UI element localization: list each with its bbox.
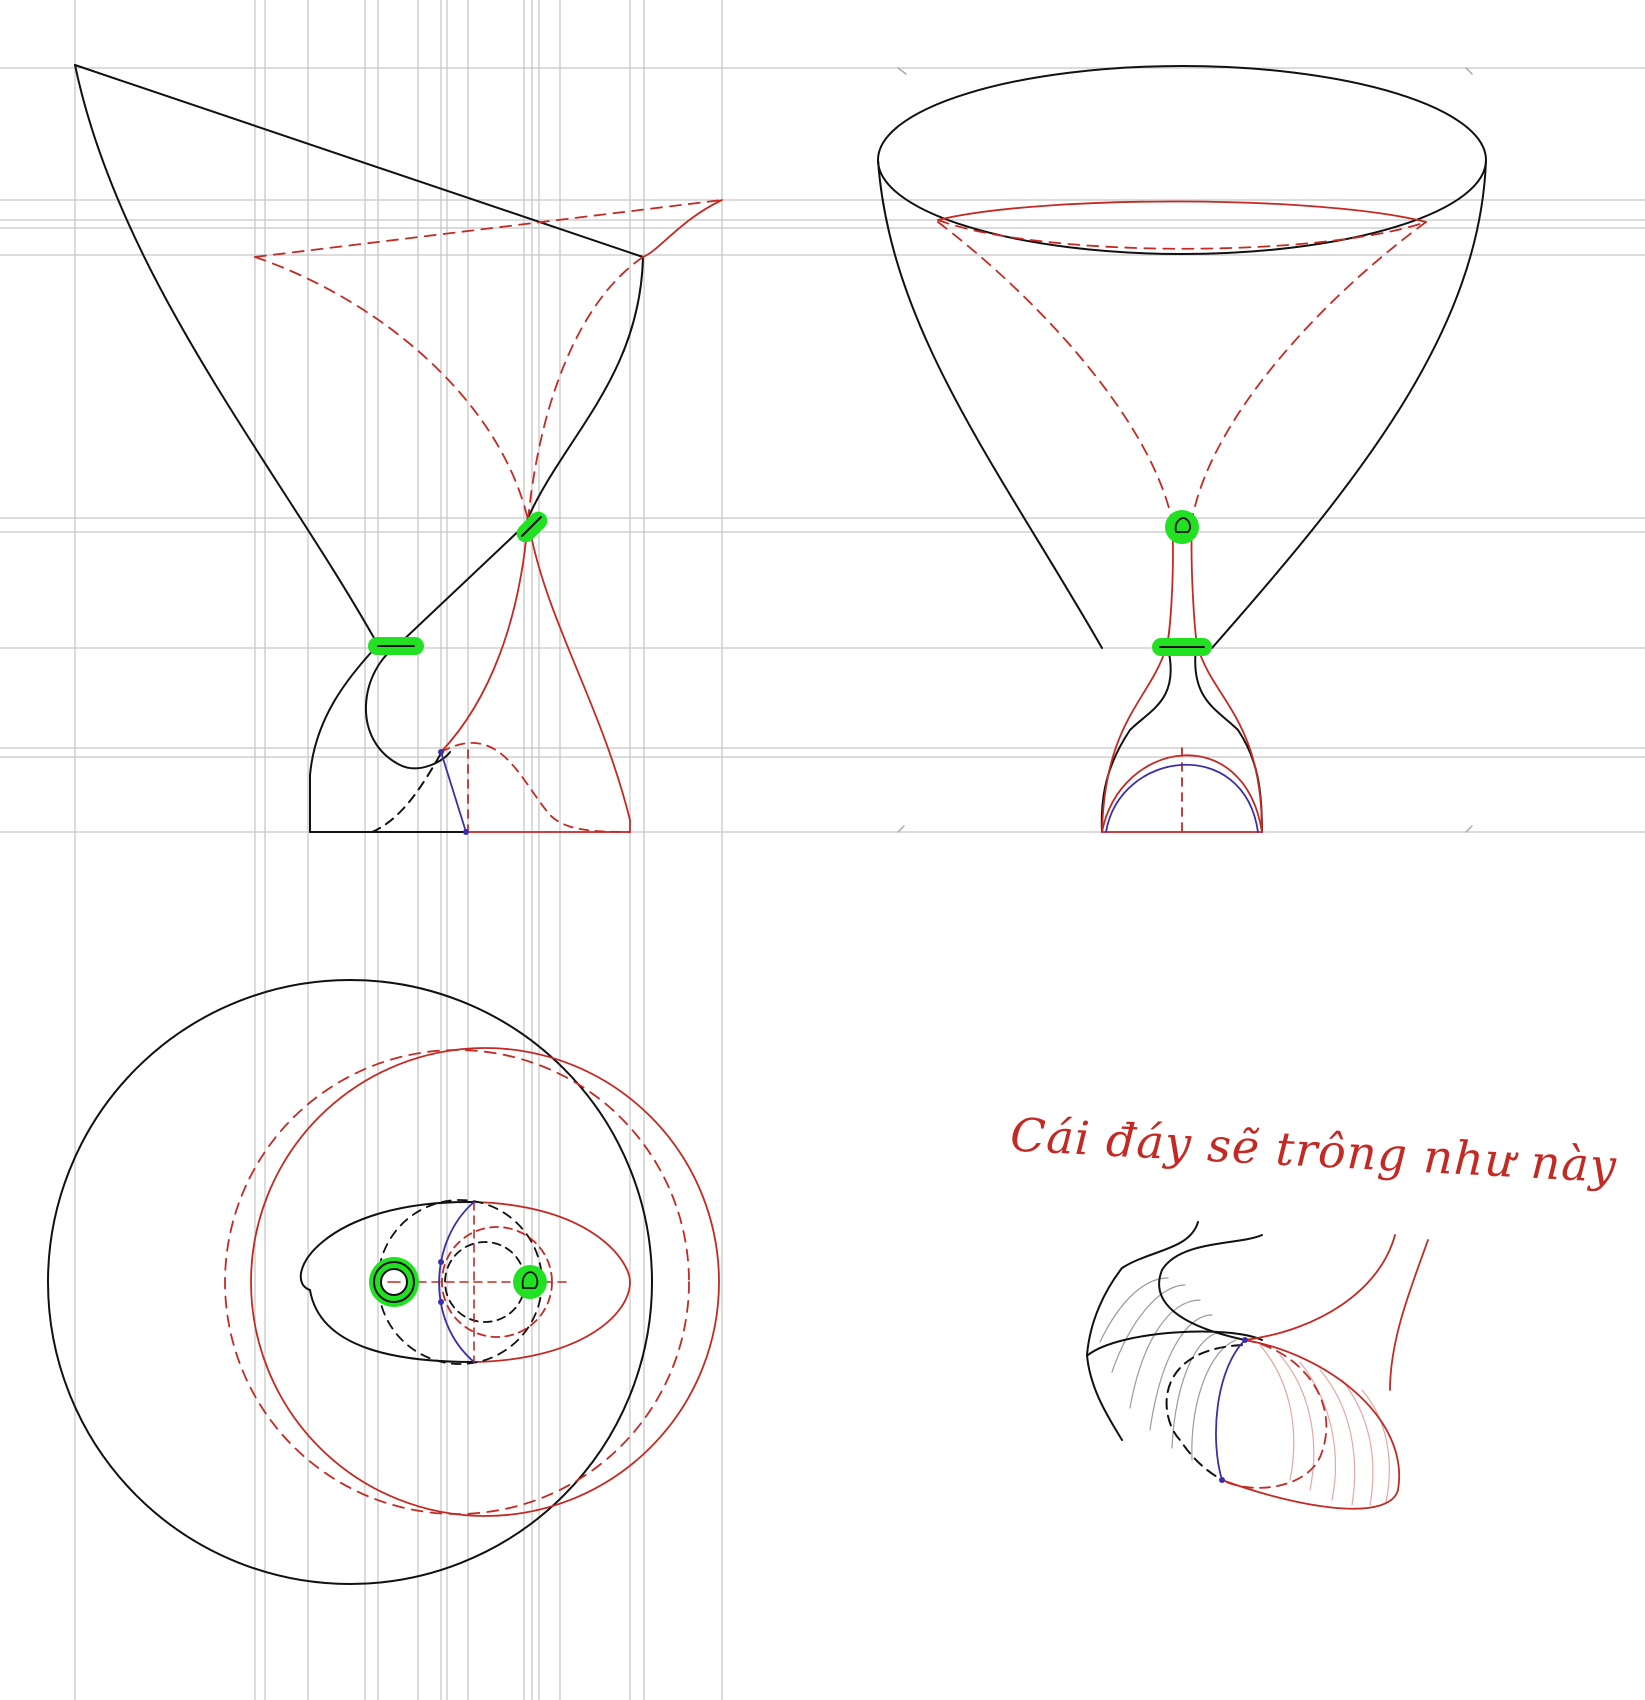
front-view-corner-marks (897, 67, 1473, 833)
detail-stem-right (1158, 1234, 1263, 1341)
neck-ellipse-red-half (473, 1201, 631, 1363)
front-view (877, 65, 1487, 833)
detail-red-stem-right (1389, 1239, 1429, 1391)
highlight-neck-ring (1165, 510, 1199, 544)
highlight-stem-ring (513, 1265, 547, 1299)
detail-blue-arc (1215, 1339, 1246, 1481)
red-left-inner-dashed (254, 256, 529, 521)
vertical-guides (74, 0, 723, 1700)
side-view-black-outline (74, 64, 644, 833)
front-view-black-outline (877, 65, 1487, 833)
bowl-inner-circle-red-dashed (224, 1049, 690, 1515)
red-right-inner-dashed (527, 256, 644, 521)
top-view-highlights (369, 1257, 547, 1307)
rim-line (74, 64, 644, 258)
detail-sketch (1086, 1221, 1429, 1510)
detail-left-edge (1086, 1354, 1123, 1441)
top-view (47, 979, 720, 1585)
stem-left (1100, 647, 1172, 833)
horizontal-guides (0, 67, 1645, 833)
inner-rim-front (937, 200, 1427, 223)
blue-node-bottom (438, 1299, 444, 1305)
red-neck-right (527, 519, 631, 833)
bowl-right-curve (1211, 159, 1487, 649)
detail-red-stem-left (1244, 1234, 1396, 1341)
foot-hidden-dashed (371, 754, 441, 833)
red-foot-dome-dashed (440, 742, 631, 833)
outer-left-curve (74, 64, 379, 646)
front-view-highlights (1152, 510, 1212, 656)
detail-red-dashed (1221, 1339, 1328, 1489)
detail-rim-black (1087, 1330, 1263, 1356)
detail-red-lines (1221, 1234, 1429, 1510)
foot-outer-curve (309, 644, 379, 833)
bowl-left-curve (877, 159, 1103, 649)
inner-rim-back-dashed (937, 219, 1427, 250)
red-top-rim-dashed (254, 199, 723, 258)
outer-right-curve (397, 256, 644, 646)
side-view-highlights (368, 511, 548, 655)
red-neck-left (440, 519, 529, 753)
inner-right-dashed (1191, 221, 1427, 521)
inner-left-dashed (937, 221, 1173, 521)
foot-dome-blue (1105, 763, 1259, 833)
detail-pink-hatching (1259, 1344, 1390, 1506)
side-view (74, 64, 723, 835)
blue-arc (438, 1201, 475, 1363)
detail-red-rim (1221, 1339, 1401, 1510)
red-right-tip (642, 199, 723, 258)
detail-stem-left (1086, 1221, 1199, 1356)
blue-construction-line (440, 751, 467, 833)
detail-blue-lines (1215, 1337, 1248, 1483)
neck-ellipse-black-half (299, 1200, 475, 1363)
side-view-red-profile (254, 199, 723, 833)
bowl-outer-circle-red (250, 1047, 720, 1517)
bowl-outer-circle-black (47, 979, 653, 1585)
blue-node-top (438, 1259, 444, 1265)
blue-point-top (438, 749, 444, 755)
detail-hidden-dashed (1165, 1344, 1243, 1481)
detail-black-lines (1086, 1221, 1263, 1481)
detail-gray-hatching (1099, 1277, 1237, 1461)
blue-point-bottom (463, 829, 469, 835)
